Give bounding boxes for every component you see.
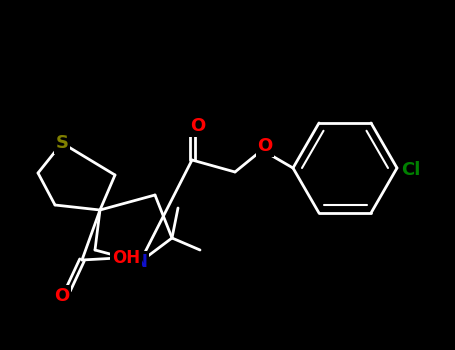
Text: S: S [56,134,69,152]
Text: Cl: Cl [401,161,421,179]
Text: N: N [133,253,147,271]
Text: O: O [190,117,206,135]
Text: O: O [258,137,273,155]
Text: O: O [55,287,70,305]
Text: OH: OH [112,249,140,267]
